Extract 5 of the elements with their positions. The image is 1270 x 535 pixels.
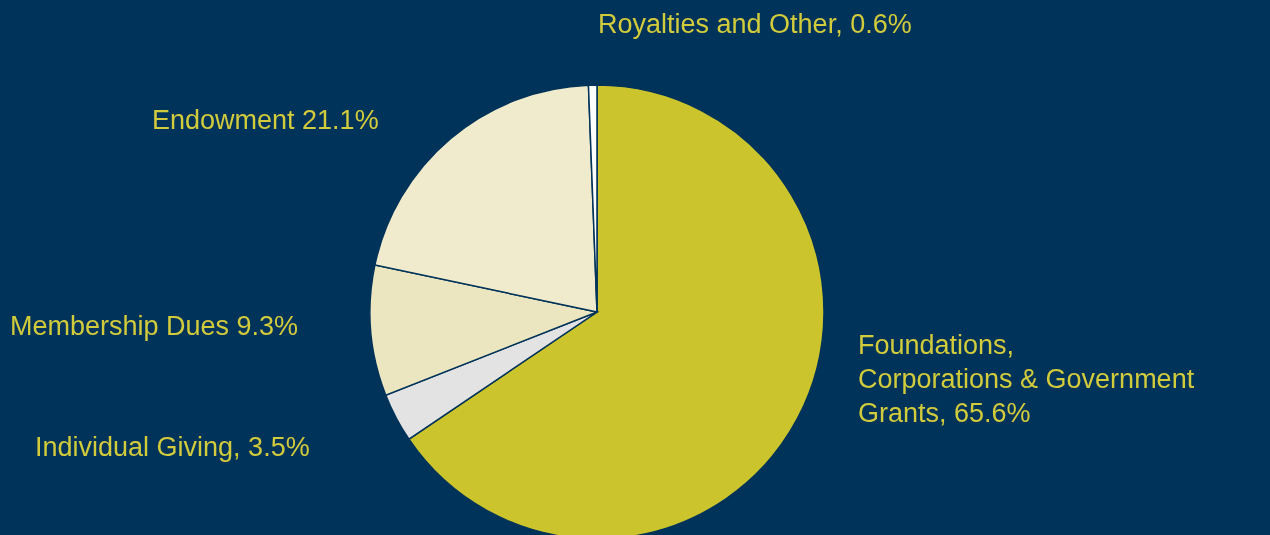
slice-label: Endowment 21.1% — [152, 105, 379, 135]
slice-label: Membership Dues 9.3% — [10, 311, 299, 341]
slice-label: Individual Giving, 3.5% — [35, 432, 310, 462]
slice-label: Royalties and Other, 0.6% — [598, 9, 912, 39]
slice-label: Foundations, Corporations & Government Grants, 65.6% — [858, 330, 1195, 428]
